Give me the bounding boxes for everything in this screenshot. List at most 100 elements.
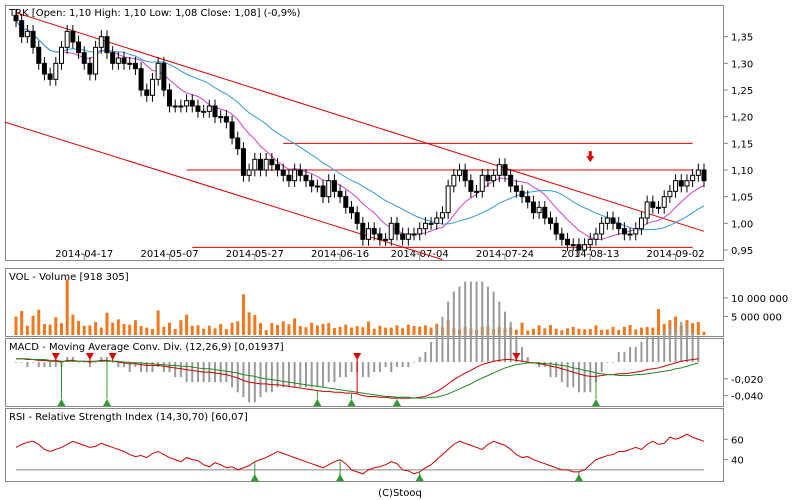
- volume-bar: [674, 316, 678, 335]
- candle-body: [64, 30, 70, 48]
- volume-bar: [213, 328, 217, 335]
- macd-histogram-bar: [503, 311, 506, 363]
- volume-bar: [702, 331, 706, 335]
- candle-body: [110, 52, 116, 64]
- macd-histogram-bar: [37, 362, 40, 368]
- candle-body: [121, 57, 127, 64]
- volume-bar: [145, 327, 149, 335]
- volume-bar: [258, 323, 262, 335]
- macd-histogram-bar: [577, 362, 580, 393]
- macd-histogram-bar: [629, 346, 632, 363]
- candle-body: [565, 238, 571, 246]
- macd-histogram-bar: [674, 326, 677, 363]
- macd-histogram-bar: [373, 362, 376, 373]
- macd-histogram-bar: [441, 316, 444, 363]
- volume-bar: [202, 328, 206, 335]
- footer-credit: (C)Stooq: [378, 488, 422, 499]
- macd-histogram-bar: [282, 362, 285, 388]
- macd-histogram-bar: [253, 362, 256, 403]
- volume-y-tick-label: 5 000 000: [731, 312, 782, 323]
- volume-bar: [634, 329, 638, 335]
- macd-histogram-bar: [646, 336, 649, 363]
- candle-body: [13, 14, 19, 22]
- macd-y-tick-label: -0,020: [731, 375, 763, 386]
- candle-body: [132, 62, 138, 70]
- candle-body: [115, 57, 121, 64]
- macd-histogram-bar: [310, 362, 313, 388]
- volume-bar: [116, 319, 120, 335]
- candle-body: [138, 68, 144, 91]
- macd-histogram-bar: [145, 362, 148, 373]
- candle-body: [673, 180, 679, 192]
- candle-body: [536, 206, 542, 214]
- volume-bar: [156, 310, 160, 335]
- candle-body: [388, 222, 394, 240]
- volume-bar: [139, 326, 143, 335]
- volume-bar: [253, 314, 257, 335]
- macd-histogram-bar: [509, 321, 512, 363]
- volume-bar: [588, 329, 592, 335]
- candle-body: [542, 206, 548, 219]
- candle-body: [417, 228, 423, 235]
- candle-body: [53, 62, 59, 80]
- candle-body: [621, 228, 627, 235]
- macd-histogram-bar: [26, 362, 29, 368]
- candle-body: [354, 212, 360, 224]
- candle-body: [70, 30, 76, 43]
- macd-histogram-bar: [361, 362, 364, 378]
- candle-body: [457, 169, 463, 176]
- volume-bar: [99, 327, 103, 335]
- macd-histogram-bar: [231, 362, 234, 388]
- price-y-tick-label: 1,00: [731, 219, 753, 230]
- volume-bar: [59, 323, 63, 335]
- macd-histogram-bar: [259, 362, 262, 398]
- candle-body: [19, 20, 25, 38]
- macd-histogram-bar: [88, 362, 91, 368]
- rsi-y-tick-label: 60: [731, 435, 744, 446]
- candle-body: [445, 185, 451, 214]
- macd-histogram-bar: [657, 336, 660, 363]
- candle-body: [303, 174, 309, 182]
- sell-signal-down-triangle-icon: [512, 353, 521, 360]
- macd-histogram-bar: [367, 362, 370, 378]
- volume-bar: [389, 327, 393, 335]
- price-x-tick-label: 2014-04-17: [55, 249, 113, 260]
- macd-histogram-bar: [424, 352, 427, 363]
- macd-histogram-bar: [344, 362, 347, 378]
- macd-histogram-bar: [572, 362, 575, 388]
- price-panel-frame: [5, 5, 724, 261]
- buy-signal-up-triangle-icon: [574, 474, 583, 481]
- macd-histogram-bar: [219, 362, 222, 383]
- candle-body: [81, 52, 87, 64]
- volume-bar: [600, 329, 604, 335]
- volume-bar: [315, 325, 319, 335]
- macd-histogram-bar: [475, 281, 478, 363]
- candle-body: [326, 180, 332, 198]
- volume-bar: [219, 323, 223, 335]
- candle-body: [314, 185, 320, 188]
- macd-histogram-bar: [185, 362, 188, 383]
- candle-body: [36, 46, 42, 64]
- candle-body: [343, 196, 349, 208]
- price-y-tick-label: 1,20: [731, 113, 753, 124]
- macd-histogram-bar: [270, 362, 273, 393]
- candle-body: [257, 158, 263, 171]
- macd-histogram-bar: [464, 281, 467, 363]
- candle-body: [587, 238, 593, 246]
- macd-histogram-bar: [555, 362, 558, 378]
- volume-bar: [372, 328, 376, 335]
- volume-bar: [196, 325, 200, 335]
- volume-bar: [611, 326, 615, 335]
- candle-body: [263, 158, 269, 171]
- macd-histogram-bar: [606, 362, 609, 363]
- macd-histogram-bar: [293, 362, 296, 388]
- candle-body: [638, 217, 644, 230]
- volume-bar: [691, 323, 695, 335]
- candle-body: [41, 62, 47, 75]
- macd-histogram-bar: [498, 301, 501, 363]
- volume-bar: [628, 324, 632, 335]
- macd-histogram-bar: [242, 362, 245, 398]
- candle-body: [627, 233, 633, 236]
- macd-histogram-bar: [634, 346, 637, 363]
- macd-histogram-bar: [225, 362, 228, 383]
